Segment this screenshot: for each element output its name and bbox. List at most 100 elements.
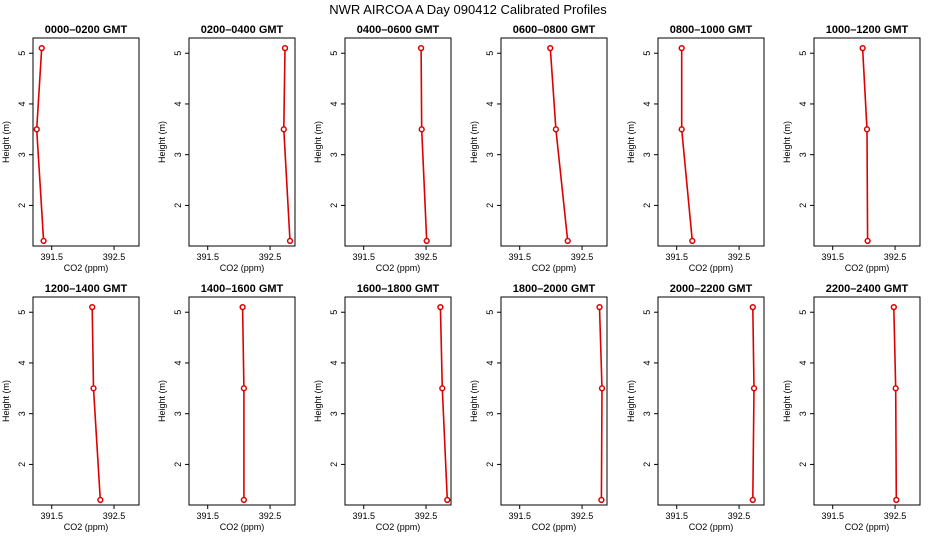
y-axis-label: Height (m) <box>157 380 167 422</box>
data-point <box>864 237 871 245</box>
x-tick-label: 392.5 <box>103 252 126 262</box>
profile-line <box>91 307 102 500</box>
chart-panel: 0200–0400 GMT 391.5 392.5 2 3 4 5 CO2 (ppm) Heig… <box>157 24 296 273</box>
y-tick-label: 3 <box>329 411 339 416</box>
data-point <box>40 237 47 245</box>
y-tick-label: 5 <box>173 51 183 56</box>
y-tick-label: 2 <box>798 203 808 208</box>
chart-panel: 2200–2400 GMT 391.5 392.5 2 3 4 5 CO2 (ppm) Heig… <box>782 283 921 532</box>
data-point <box>749 303 756 311</box>
x-tick-label: 391.5 <box>352 511 375 521</box>
x-tick-label: 392.5 <box>415 511 438 521</box>
y-tick-label: 4 <box>485 360 495 365</box>
y-tick-label: 4 <box>485 101 495 106</box>
profile-line <box>35 48 45 241</box>
x-tick-label: 392.5 <box>103 511 126 521</box>
y-tick-label: 4 <box>798 101 808 106</box>
y-tick-label: 5 <box>642 310 652 315</box>
data-point <box>750 385 758 392</box>
profile-line <box>752 307 755 500</box>
y-tick-label: 2 <box>17 462 27 467</box>
profile-line <box>680 48 694 241</box>
data-point <box>892 385 899 392</box>
x-tick-label: 392.5 <box>259 252 282 262</box>
y-axis-label: Height (m) <box>157 121 167 163</box>
y-tick-label: 4 <box>173 360 183 365</box>
chart-panel: 1400–1600 GMT 391.5 392.5 2 3 4 5 CO2 (ppm) Heig… <box>157 283 296 532</box>
data-point <box>286 237 294 245</box>
y-tick-label: 4 <box>642 101 652 106</box>
profile-line <box>861 48 869 241</box>
y-tick-label: 4 <box>798 360 808 365</box>
panel-title: 0400–0600 GMT <box>357 24 440 36</box>
panel-title: 1400–1600 GMT <box>201 283 284 295</box>
plot-frame <box>500 296 608 506</box>
x-axis-label: CO2 (ppm) <box>64 522 109 532</box>
y-tick-label: 2 <box>798 462 808 467</box>
data-point <box>678 126 685 133</box>
data-point <box>280 126 287 133</box>
y-tick-label: 2 <box>642 203 652 208</box>
data-point <box>239 303 246 311</box>
profile-line <box>598 307 603 500</box>
data-point <box>749 496 756 504</box>
profile-line <box>549 48 569 241</box>
data-point <box>596 303 603 311</box>
x-tick-label: 391.5 <box>352 252 375 262</box>
y-tick-label: 3 <box>642 411 652 416</box>
y-tick-label: 5 <box>329 310 339 315</box>
data-point <box>863 126 871 133</box>
data-point <box>89 303 96 311</box>
profile-line <box>893 307 898 500</box>
y-tick-label: 4 <box>173 101 183 106</box>
y-tick-label: 3 <box>798 152 808 157</box>
panel-title: 1600–1800 GMT <box>357 283 440 295</box>
y-axis-label: Height (m) <box>469 380 479 422</box>
data-point <box>859 44 866 52</box>
y-tick-label: 5 <box>173 310 183 315</box>
y-tick-label: 5 <box>17 51 27 56</box>
data-point <box>417 44 425 52</box>
profile-line <box>241 307 245 500</box>
data-point <box>97 496 104 504</box>
data-point <box>281 44 289 52</box>
chart-panel: 0800–1000 GMT 391.5 392.5 2 3 4 5 CO2 (ppm) Heig… <box>626 24 765 273</box>
panel-title: 2000–2200 GMT <box>670 283 753 295</box>
y-tick-label: 2 <box>485 462 495 467</box>
y-tick-label: 3 <box>173 411 183 416</box>
chart-panel: 1000–1200 GMT 391.5 392.5 2 3 4 5 CO2 (ppm) Heig… <box>782 24 921 273</box>
panel-title: 1000–1200 GMT <box>826 24 909 36</box>
x-tick-label: 392.5 <box>571 511 594 521</box>
y-axis-label: Height (m) <box>1 121 11 163</box>
data-point <box>444 496 451 504</box>
x-tick-label: 391.5 <box>665 511 688 521</box>
x-axis-label: CO2 (ppm) <box>376 522 421 532</box>
x-axis-label: CO2 (ppm) <box>689 263 734 273</box>
y-axis-label: Height (m) <box>626 380 636 422</box>
figure-title: NWR AIRCOA A Day 090412 Calibrated Profi… <box>329 2 607 17</box>
x-tick-label: 391.5 <box>665 252 688 262</box>
x-tick-label: 392.5 <box>884 511 907 521</box>
data-point <box>240 496 248 504</box>
panel-title: 1200–1400 GMT <box>45 283 128 295</box>
data-point <box>437 303 444 311</box>
chart-panel: 0600–0800 GMT 391.5 392.5 2 3 4 5 CO2 (ppm) Heig… <box>469 24 608 273</box>
data-point <box>564 237 571 245</box>
y-tick-label: 5 <box>798 310 808 315</box>
x-tick-label: 392.5 <box>571 252 594 262</box>
plot-frame <box>32 37 140 247</box>
data-point <box>893 496 900 504</box>
panels-container: 0000–0200 GMT 391.5 392.5 2 3 4 5 CO2 (ppm) Heig… <box>1 24 921 532</box>
plot-frame <box>657 296 765 506</box>
y-tick-label: 4 <box>642 360 652 365</box>
y-tick-label: 2 <box>485 203 495 208</box>
x-axis-label: CO2 (ppm) <box>220 522 265 532</box>
y-tick-label: 3 <box>17 411 27 416</box>
x-tick-label: 392.5 <box>259 511 282 521</box>
x-axis-label: CO2 (ppm) <box>376 263 421 273</box>
y-tick-label: 4 <box>329 360 339 365</box>
y-tick-label: 4 <box>17 101 27 106</box>
x-axis-label: CO2 (ppm) <box>532 263 577 273</box>
panel-title: 2200–2400 GMT <box>826 283 909 295</box>
